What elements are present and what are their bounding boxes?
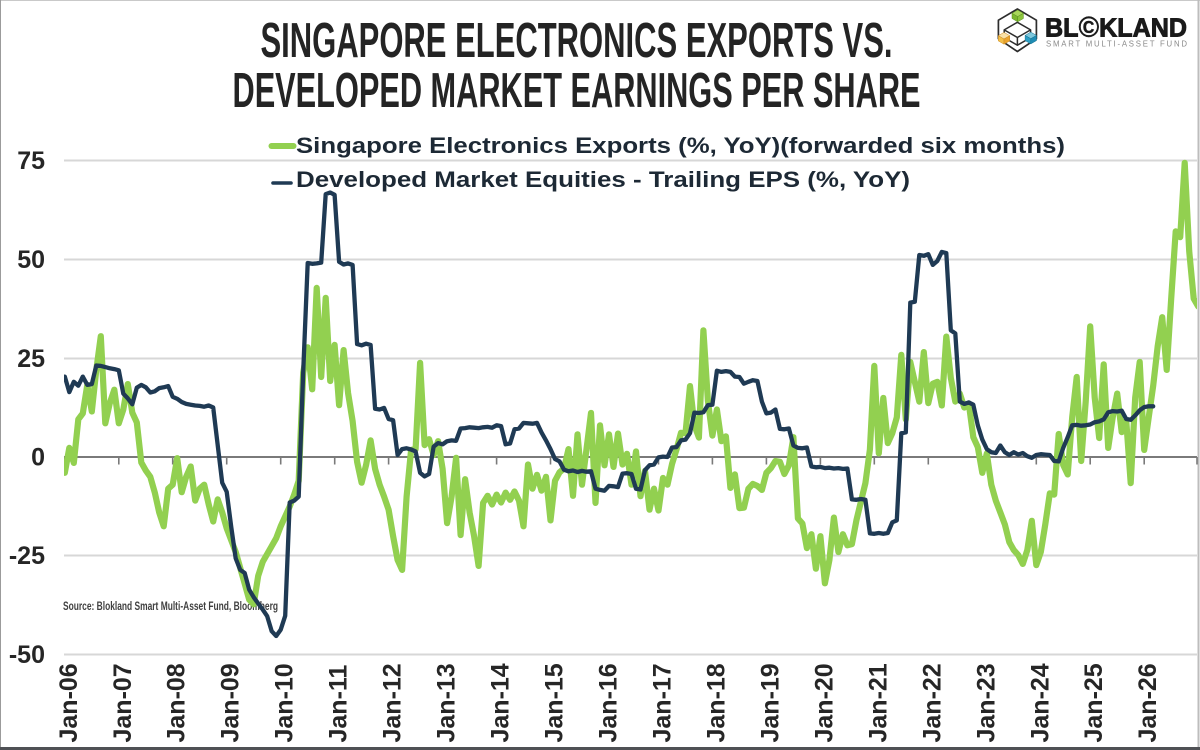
svg-text:Jan-07: Jan-07 xyxy=(109,663,137,742)
svg-text:-50: -50 xyxy=(9,641,45,669)
svg-text:SINGAPORE ELECTRONICS EXPORTS: SINGAPORE ELECTRONICS EXPORTS VS. xyxy=(261,13,893,68)
svg-text:-25: -25 xyxy=(9,542,45,570)
svg-text:Jan-06: Jan-06 xyxy=(55,663,83,742)
svg-text:Jan-12: Jan-12 xyxy=(379,663,407,742)
svg-text:Jan-14: Jan-14 xyxy=(487,663,515,742)
svg-text:Jan-08: Jan-08 xyxy=(163,663,191,742)
svg-text:Jan-17: Jan-17 xyxy=(649,663,677,742)
svg-text:Jan-16: Jan-16 xyxy=(595,663,623,742)
svg-text:75: 75 xyxy=(17,147,45,175)
svg-text:Jan-09: Jan-09 xyxy=(217,663,245,742)
svg-text:Jan-18: Jan-18 xyxy=(702,663,730,742)
svg-text:BL©KLAND: BL©KLAND xyxy=(1045,12,1187,44)
svg-text:Jan-15: Jan-15 xyxy=(541,663,569,742)
svg-text:Singapore Electronics Exports: Singapore Electronics Exports (%, YoY)(f… xyxy=(296,133,1065,158)
svg-text:SMART MULTI-ASSET FUND: SMART MULTI-ASSET FUND xyxy=(1046,40,1187,49)
svg-text:Jan-19: Jan-19 xyxy=(756,663,784,742)
svg-text:Jan-26: Jan-26 xyxy=(1134,663,1162,742)
svg-text:Jan-10: Jan-10 xyxy=(271,663,299,742)
svg-text:Jan-22: Jan-22 xyxy=(918,663,946,742)
svg-text:50: 50 xyxy=(17,246,45,274)
svg-text:Jan-24: Jan-24 xyxy=(1026,663,1054,742)
svg-text:0: 0 xyxy=(31,444,45,472)
svg-text:Jan-20: Jan-20 xyxy=(810,663,838,742)
svg-text:Developed Market Equities - Tr: Developed Market Equities - Trailing EPS… xyxy=(296,167,910,192)
svg-text:Jan-13: Jan-13 xyxy=(433,663,461,742)
svg-text:Jan-21: Jan-21 xyxy=(864,663,892,742)
svg-text:25: 25 xyxy=(17,345,45,373)
svg-text:DEVELOPED MARKET EARNINGS PER: DEVELOPED MARKET EARNINGS PER SHARE xyxy=(233,63,921,118)
svg-text:Source: Blokland Smart Multi-A: Source: Blokland Smart Multi-Asset Fund,… xyxy=(63,601,278,613)
svg-text:Jan-11: Jan-11 xyxy=(325,665,353,743)
svg-text:Jan-25: Jan-25 xyxy=(1080,663,1108,742)
svg-text:Jan-23: Jan-23 xyxy=(972,663,1000,742)
